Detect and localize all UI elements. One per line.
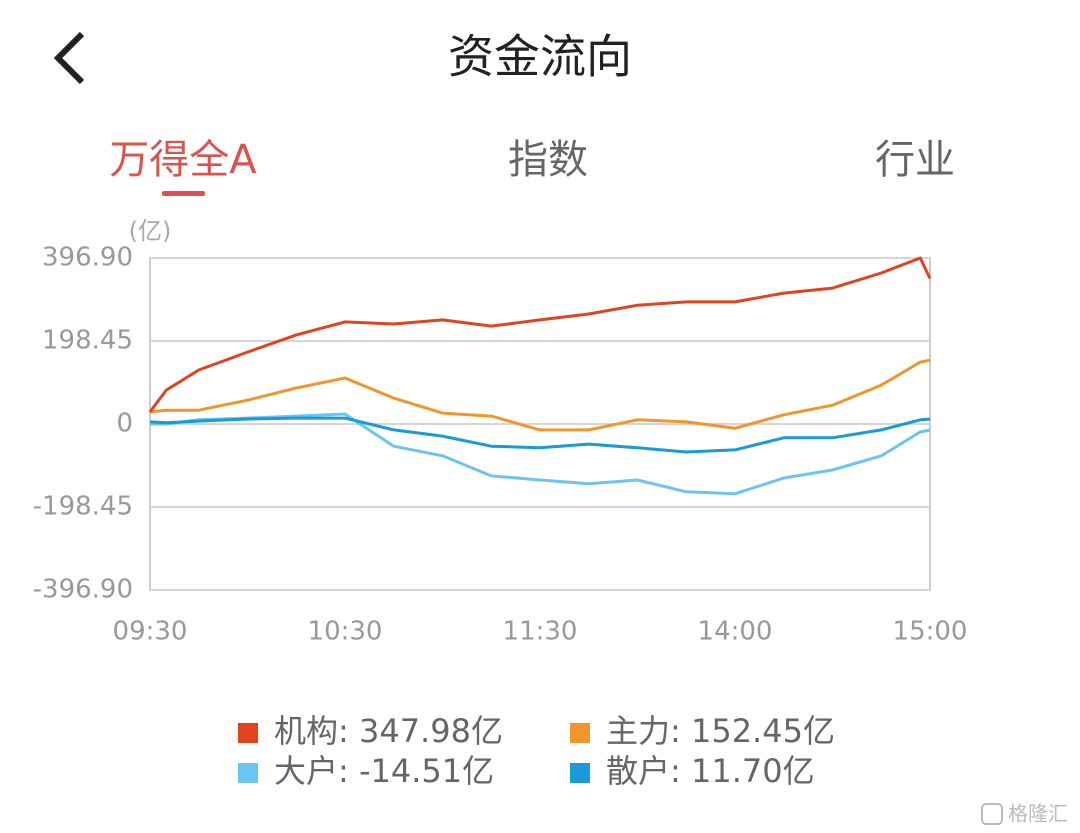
x-tick-label: 11:30 [503, 617, 578, 647]
legend-separator: : [670, 712, 691, 750]
tab[interactable]: 万得全A [109, 137, 257, 183]
legend-name: 机构 [274, 712, 338, 750]
legend-value: 11.70亿 [691, 752, 815, 790]
legend-swatch [570, 763, 590, 783]
series-line [149, 416, 931, 454]
page-title: 资金流向 [448, 30, 632, 84]
legend-label: 散户: 11.70亿 [606, 752, 815, 790]
legend-value: -14.51亿 [359, 752, 494, 790]
y-tick-label: -396.90 [33, 575, 133, 605]
y-unit: (亿) [129, 217, 172, 245]
watermark-logo [981, 803, 1003, 825]
tab-indicator [162, 191, 205, 196]
legend-value: 347.98亿 [359, 712, 503, 750]
series-line [149, 358, 931, 432]
series-line [150, 412, 931, 496]
legend-value: 152.45亿 [691, 712, 835, 750]
y-tick-label: 198.45 [42, 326, 133, 356]
legend-label: 大户: -14.51亿 [274, 752, 494, 790]
watermark: 格隆汇 [1008, 802, 1068, 826]
legend-separator: : [338, 752, 359, 790]
x-tick-label: 14:00 [698, 617, 773, 647]
back-button[interactable] [53, 31, 85, 85]
legend-name: 散户 [606, 752, 670, 790]
legend-name: 主力 [606, 712, 670, 750]
legend-separator: : [338, 712, 359, 750]
x-tick-label: 09:30 [113, 617, 188, 647]
legend-swatch [238, 763, 258, 783]
x-tick-label: 10:30 [308, 617, 383, 647]
legend-separator: : [670, 752, 691, 790]
legend-swatch [238, 723, 258, 743]
y-tick-label: -198.45 [33, 492, 133, 522]
y-tick-label: 396.90 [42, 243, 133, 273]
series-line [148, 256, 932, 413]
legend-name: 大户 [274, 752, 338, 790]
tab[interactable]: 行业 [875, 137, 955, 183]
tab[interactable]: 指数 [508, 137, 588, 183]
x-tick-label: 15:00 [893, 617, 968, 647]
y-tick-label: 0 [116, 409, 133, 439]
legend-swatch [570, 723, 590, 743]
legend-label: 主力: 152.45亿 [606, 712, 835, 750]
legend-label: 机构: 347.98亿 [274, 712, 503, 750]
